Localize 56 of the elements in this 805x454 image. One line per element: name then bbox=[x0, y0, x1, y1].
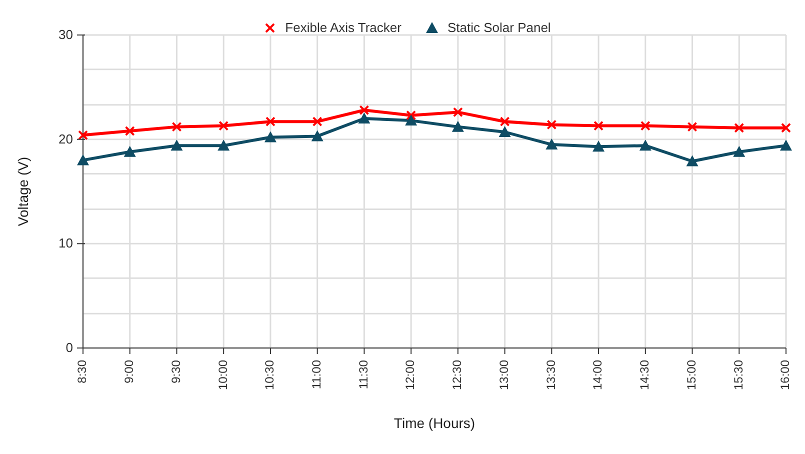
point bbox=[124, 146, 136, 157]
x-tick-label: 12:30 bbox=[450, 360, 464, 390]
x-tick-label: 10:30 bbox=[262, 360, 277, 390]
point bbox=[781, 122, 791, 133]
y-tick-label: 20 bbox=[58, 131, 73, 146]
y-tick-label: 30 bbox=[58, 27, 73, 42]
point bbox=[452, 107, 463, 118]
point bbox=[640, 120, 650, 131]
x-tick-label: 9:30 bbox=[168, 360, 183, 384]
legend-label: Static Solar Panel bbox=[447, 20, 551, 35]
x-tick-label: 11:00 bbox=[310, 360, 324, 390]
point bbox=[734, 122, 744, 133]
point bbox=[498, 126, 511, 138]
y-tick-label: 0 bbox=[66, 340, 73, 355]
point bbox=[452, 120, 464, 132]
point bbox=[686, 155, 698, 166]
point bbox=[406, 110, 416, 120]
point bbox=[264, 131, 276, 142]
point bbox=[546, 138, 558, 150]
point bbox=[359, 105, 370, 116]
point bbox=[687, 122, 698, 132]
point bbox=[312, 116, 322, 127]
x-tick-label: 12:00 bbox=[403, 360, 418, 390]
point bbox=[172, 122, 182, 132]
point bbox=[77, 154, 89, 166]
point bbox=[265, 116, 276, 127]
x-tick-label: 11:30 bbox=[356, 360, 370, 390]
legend-label: Fexible Axis Tracker bbox=[285, 20, 402, 35]
x-tick-label: 13:30 bbox=[544, 360, 558, 390]
y-axis-title: Voltage (V) bbox=[14, 156, 31, 226]
point bbox=[218, 140, 230, 151]
x-tick-label: 13:00 bbox=[496, 360, 511, 390]
x-tick-label: 15:30 bbox=[731, 360, 746, 390]
point bbox=[594, 120, 604, 131]
point bbox=[311, 130, 324, 142]
point bbox=[733, 146, 746, 157]
point bbox=[218, 120, 229, 131]
x-tick-label: 14:30 bbox=[638, 360, 652, 390]
x-axis-title: Time (Hours) bbox=[394, 415, 476, 431]
point bbox=[170, 140, 183, 151]
point bbox=[546, 120, 557, 130]
point bbox=[592, 140, 605, 152]
point bbox=[500, 116, 510, 127]
x-tick-label: 15:00 bbox=[684, 360, 698, 390]
point bbox=[639, 140, 652, 151]
point bbox=[124, 126, 135, 136]
x-tick-label: 8:30 bbox=[75, 360, 90, 384]
point bbox=[358, 112, 370, 124]
x-tick-label: 14:00 bbox=[590, 360, 605, 390]
point bbox=[780, 140, 792, 151]
x-tick-label: 10:00 bbox=[216, 360, 230, 390]
x-tick-label: 9:00 bbox=[122, 360, 136, 384]
x-tick-label: 16:00 bbox=[778, 360, 792, 390]
y-tick-label: 10 bbox=[58, 236, 73, 251]
point bbox=[78, 130, 88, 140]
point bbox=[405, 114, 418, 126]
